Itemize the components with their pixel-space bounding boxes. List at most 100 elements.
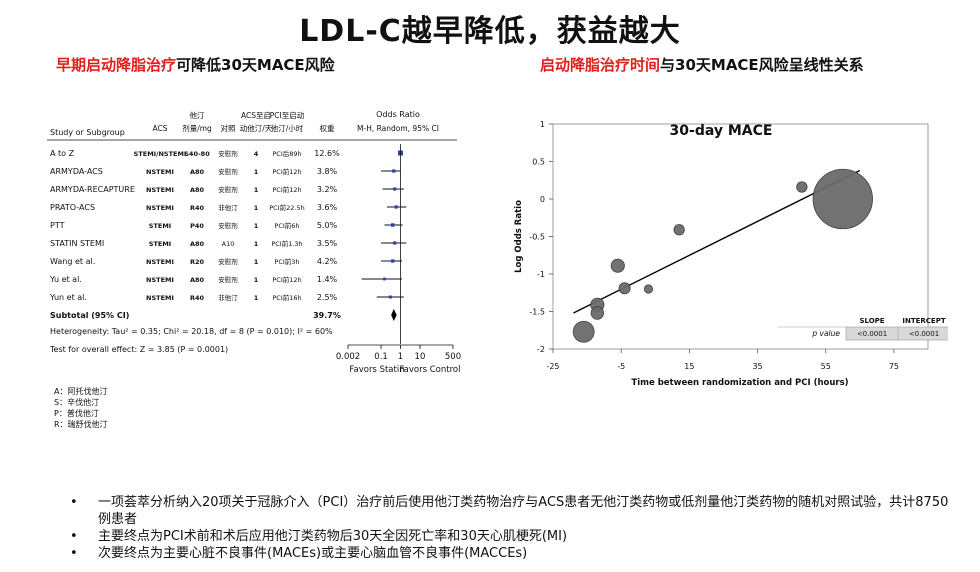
acs-to-statin-days: 1: [254, 240, 259, 248]
statin-dose: P40: [190, 222, 204, 230]
x-tick-label: 75: [889, 362, 899, 371]
study-name: Wang et al.: [50, 257, 95, 266]
acs-to-statin-days: 1: [254, 204, 259, 212]
column-header: ACS: [153, 124, 168, 133]
right-subtitle: 启动降脂治疗时间与30天MACE风险呈线性关系: [540, 54, 864, 75]
control-group: A10: [222, 240, 235, 248]
acs-type: NSTEMI: [146, 258, 174, 266]
column-header: Study or Subgroup: [50, 128, 125, 137]
data-point: [796, 181, 808, 193]
data-point: [572, 320, 595, 343]
plot-area: [552, 123, 929, 350]
x-tick-label: 55: [821, 362, 831, 371]
x-tick-label: 0.1: [374, 352, 388, 362]
x-tick-label: -25: [546, 362, 559, 371]
y-tick-label: -1.5: [529, 308, 545, 317]
column-header: 他汀: [190, 110, 205, 120]
acs-type: NSTEMI: [146, 204, 174, 212]
study-weight: 1.4%: [317, 275, 338, 284]
right-subtitle-rest: 与30天MACE风险呈线性关系: [660, 56, 864, 74]
page-title: LDL-C越早降低，获益越大: [299, 14, 681, 49]
control-group: 非他汀: [218, 293, 238, 302]
study-weight: 4.2%: [317, 257, 338, 266]
x-tick-label: -5: [617, 362, 625, 371]
statin-legend: A：阿托伐他汀 S：辛伐他汀 P：普伐他汀 R：瑞舒伐他汀: [54, 386, 108, 430]
study-marker: [391, 259, 395, 263]
column-header: 动他汀/天: [240, 123, 273, 133]
control-group: 安慰剂: [218, 257, 238, 266]
pci-to-statin-hours: PCI前12h: [272, 185, 301, 194]
pci-to-statin-hours: PCI前1.3h: [271, 239, 302, 248]
study-name: ARMYDA-ACS: [50, 167, 103, 176]
acs-type: NSTEMI: [146, 276, 174, 284]
study-name: PRATO-ACS: [50, 203, 95, 212]
statin-legend-item: A：阿托伐他汀: [54, 387, 108, 396]
control-group: 安慰剂: [218, 149, 238, 158]
pci-to-statin-hours: PCI后89h: [272, 149, 301, 158]
study-weight: 3.5%: [317, 239, 338, 248]
pci-to-statin-hours: PCI前12h: [272, 275, 301, 284]
statin-legend-item: S：辛伐他汀: [54, 398, 100, 407]
column-header: M-H, Random, 95% CI: [357, 124, 439, 133]
favors-control-label: Favors Control: [400, 365, 461, 375]
acs-to-statin-days: 1: [254, 276, 259, 284]
bullet-item: 次要终点为主要心脏不良事件(MACEs)或主要心脑血管不良事件(MACCEs): [70, 545, 950, 562]
control-group: 安慰剂: [218, 167, 238, 176]
y-tick-label: -1: [537, 270, 545, 279]
study-marker: [393, 241, 397, 245]
study-marker: [393, 187, 397, 191]
study-weight: 3.8%: [317, 167, 338, 176]
table-header: INTERCEPT: [902, 317, 945, 325]
table-row-label: p value: [811, 329, 840, 338]
study-weight: 5.0%: [317, 221, 338, 230]
acs-type: NSTEMI: [146, 168, 174, 176]
bullet-list: 一项荟萃分析纳入20项关于冠脉介入（PCI）治疗前后使用他汀类药物治疗与ACS患…: [70, 494, 950, 562]
table-cell: <0.0001: [909, 330, 939, 338]
pci-to-statin-hours: PCI前22.5h: [269, 203, 304, 212]
pci-to-statin-hours: PCI前6h: [274, 221, 299, 230]
study-weight: 12.6%: [314, 149, 340, 158]
statin-dose: R20: [190, 258, 205, 266]
column-header: 权重: [320, 123, 335, 133]
acs-type: NSTEMI: [146, 294, 174, 302]
pci-to-statin-hours: PCI前12h: [272, 167, 301, 176]
study-marker: [391, 223, 395, 227]
scatter-chart: 30-day MACE 1 0.5 0 -0.5 -1 -1.5 -2-25 -5 15 35 55 7…: [514, 120, 948, 388]
data-point: [590, 306, 605, 320]
acs-type: STEMI/NSTEMI: [134, 150, 187, 158]
y-tick-label: -0.5: [529, 233, 545, 242]
bullet-item: 一项荟萃分析纳入20项关于冠脉介入（PCI）治疗前后使用他汀类药物治疗与ACS患…: [70, 494, 950, 528]
statin-legend-item: P：普伐他汀: [54, 409, 99, 418]
statin-dose: A80: [190, 168, 205, 176]
study-marker: [392, 169, 396, 173]
column-header: ACS至启: [241, 110, 271, 120]
control-group: 安慰剂: [218, 185, 238, 194]
control-group: 安慰剂: [218, 275, 238, 284]
data-point: [812, 168, 873, 230]
study-name: Yu et al.: [49, 275, 82, 284]
x-tick-label: 1: [398, 352, 403, 362]
study-weight: 3.2%: [317, 185, 338, 194]
column-header: 剂量/mg: [182, 123, 212, 133]
study-name: Yun et al.: [49, 293, 87, 302]
data-point: [643, 284, 654, 294]
study-weight: 3.6%: [317, 203, 338, 212]
subtotal-weight: 39.7%: [313, 311, 341, 320]
acs-type: NSTEMI: [146, 186, 174, 194]
data-point: [618, 282, 631, 295]
study-name: PTT: [50, 221, 65, 230]
x-tick-label: 35: [752, 362, 762, 371]
study-name: ARMYDA-RECAPTURE: [50, 185, 135, 194]
acs-type: STEMI: [149, 222, 171, 230]
left-subtitle: 早期启动降脂治疗可降低30天MACE风险: [56, 54, 335, 75]
study-marker: [383, 277, 386, 281]
statin-dose: R40: [190, 204, 205, 212]
study-marker: [388, 295, 392, 299]
column-header: PCI至启动: [270, 110, 305, 120]
x-tick-label: 10: [415, 352, 426, 362]
statin-legend-item: R：瑞舒伐他汀: [54, 420, 108, 429]
column-header: 他汀/小时: [271, 123, 304, 133]
y-axis-label: Log Odds Ratio: [514, 200, 524, 273]
left-subtitle-highlight: 早期启动降脂治疗: [56, 56, 177, 74]
